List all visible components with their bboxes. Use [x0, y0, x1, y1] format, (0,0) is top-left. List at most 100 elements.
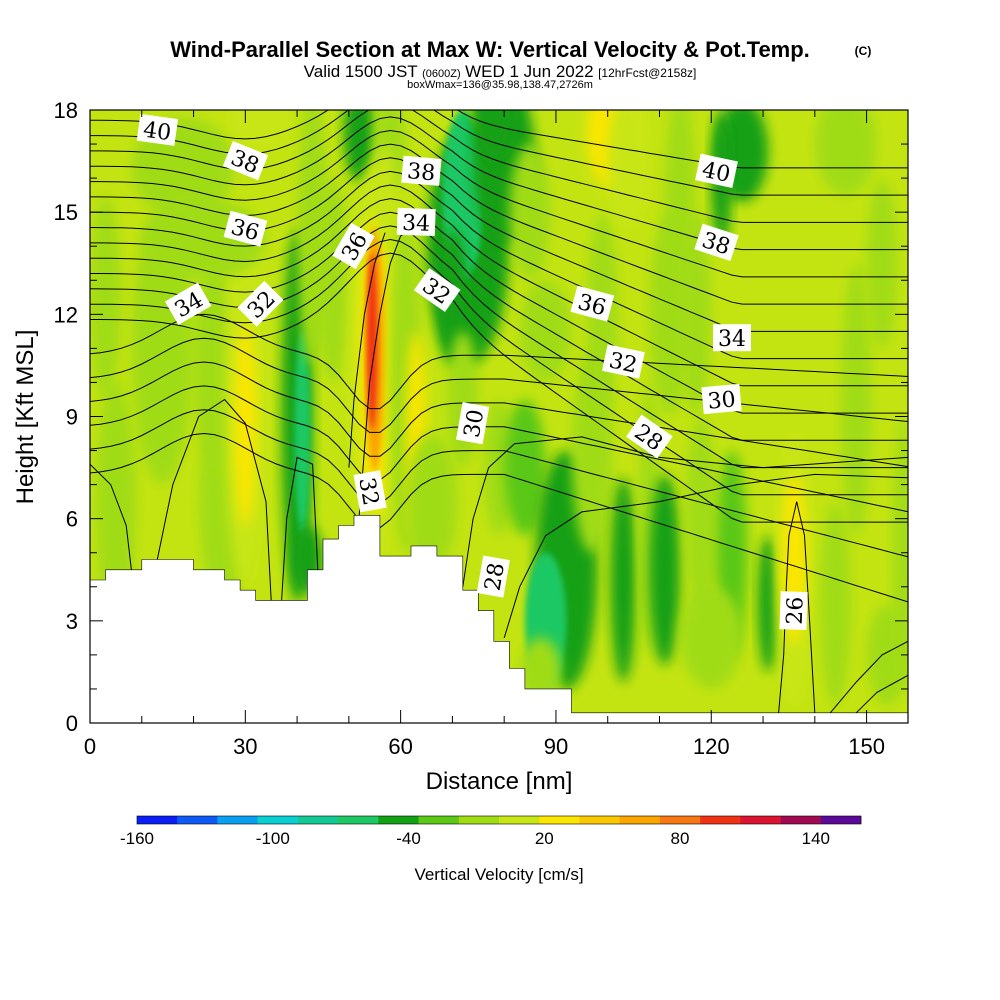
colorbar-swatch: [619, 816, 661, 824]
colorbar-swatch: [338, 816, 379, 824]
theta-label-box: [237, 280, 284, 327]
colorbar-tick-label: -100: [256, 829, 290, 848]
colorbar-tick-label: -160: [120, 829, 154, 848]
theta-label: 32: [602, 344, 645, 379]
theta-contour: [90, 385, 908, 513]
colorbar: -160 -100 -40 20 80 140: [120, 815, 862, 848]
theta-contour: [855, 674, 908, 714]
theta-label-text: 32: [353, 476, 382, 508]
theta-contour: [503, 473, 908, 639]
theta-label-box: [570, 285, 615, 322]
theta-label: 34: [396, 207, 436, 237]
colorbar-swatch: [297, 816, 339, 824]
theta-label-text: 40: [141, 118, 172, 147]
w-cell: [509, 144, 551, 281]
theta-label-text: 28: [481, 561, 510, 593]
theta-label-text: 34: [718, 327, 746, 352]
w-cell: [607, 110, 650, 230]
subtitle-valid: Valid 1500 JST: [304, 62, 418, 81]
theta-contour: [358, 225, 417, 516]
colorbar-swatch: [257, 816, 299, 824]
w-cell: [680, 586, 743, 690]
theta-contour: [281, 456, 319, 601]
theta-label: 32: [413, 268, 461, 313]
y-tick-label: 12: [54, 302, 78, 327]
theta-label: 30: [456, 402, 490, 445]
theta-label: 28: [476, 555, 510, 598]
theta-contour: [90, 463, 132, 570]
w-cell: [519, 280, 572, 383]
theta-contour: [90, 184, 908, 387]
theta-label: 26: [779, 591, 809, 631]
colorbar-swatch: [659, 816, 701, 824]
theta-contour: [90, 211, 908, 441]
theta-contour: [778, 501, 816, 713]
w-cell: [814, 110, 877, 196]
theta-contour: [90, 225, 908, 469]
colorbar-swatch: [177, 816, 218, 824]
theta-contour: [90, 110, 908, 223]
theta-contour: [156, 398, 272, 601]
theta-contour: [348, 232, 386, 468]
theta-contour: [90, 143, 908, 305]
w-cell: [649, 474, 681, 666]
colorbar-swatch: [780, 816, 822, 824]
chart-subtitle-2: boxWmax=136@35.98,138.47,2726m: [407, 79, 593, 91]
theta-label-box: [332, 222, 375, 270]
theta-contour: [90, 110, 908, 169]
theta-label: 32: [237, 280, 284, 327]
theta-label-box: [694, 223, 739, 262]
subtitle-utc: (0600Z): [422, 68, 461, 80]
theta-label-box: [456, 402, 490, 445]
theta-contour: [90, 238, 908, 496]
theta-label-text: 32: [607, 348, 640, 378]
chart-title: Wind-Parallel Section at Max W: Vertical…: [170, 37, 810, 62]
theta-label-box: [779, 591, 808, 631]
y-tick-label: 0: [66, 711, 78, 736]
theta-label-text: 38: [406, 159, 436, 186]
colorbar-swatch: [820, 816, 862, 824]
subtitle-date: WED 1 Jun 2022: [465, 62, 594, 81]
colorbar-swatch: [700, 816, 741, 824]
y-tick-label: 9: [66, 405, 78, 430]
w-cell: [294, 331, 311, 536]
colorbar-label: Vertical Velocity [cm/s]: [414, 865, 583, 884]
theta-label-text: 34: [402, 211, 431, 237]
theta-contour: [462, 436, 908, 587]
theta-label-box: [695, 153, 738, 188]
colorbar-tick-label: -40: [396, 829, 421, 848]
w-cell: [866, 178, 898, 349]
theta-contour: [90, 337, 908, 433]
x-axis-label: Distance [nm]: [426, 768, 573, 795]
chart-subtitle: Valid 1500 JST (0600Z) WED 1 Jun 2022 [1…: [304, 62, 697, 81]
theta-contour: [90, 432, 908, 603]
theta-label: 38: [401, 155, 442, 186]
colorbar-tick-label: 20: [535, 829, 554, 848]
theta-label-box: [164, 282, 212, 325]
w-cell: [343, 110, 375, 182]
theta-label: 40: [136, 113, 179, 147]
y-tick-label: 3: [66, 609, 78, 634]
w-cell: [447, 331, 479, 468]
x-tick-label: 150: [848, 734, 885, 759]
w-cell: [483, 399, 515, 536]
subtitle-fcst: [12hrFcst@2158z]: [598, 66, 696, 80]
y-tick-label: 15: [54, 200, 78, 225]
x-tick-label: 0: [84, 734, 96, 759]
theta-label: 32: [353, 470, 387, 513]
theta-label-box: [136, 113, 179, 146]
theta-label-box: [602, 344, 645, 379]
colorbar-frame: [136, 815, 862, 825]
theta-label-text: 26: [783, 596, 809, 625]
colorbar-swatch: [418, 816, 460, 824]
w-cell: [685, 416, 717, 621]
theta-label-box: [476, 555, 510, 598]
w-cell: [757, 535, 779, 672]
w-cell: [649, 212, 691, 417]
terrain-mask: [90, 515, 908, 723]
theta-label: 30: [701, 383, 742, 415]
theta-label-box: [353, 470, 387, 513]
x-tick-label: 30: [233, 734, 257, 759]
axes: 0 30 60 90 120 150 0 3 6 9 12 15 18: [54, 98, 908, 759]
